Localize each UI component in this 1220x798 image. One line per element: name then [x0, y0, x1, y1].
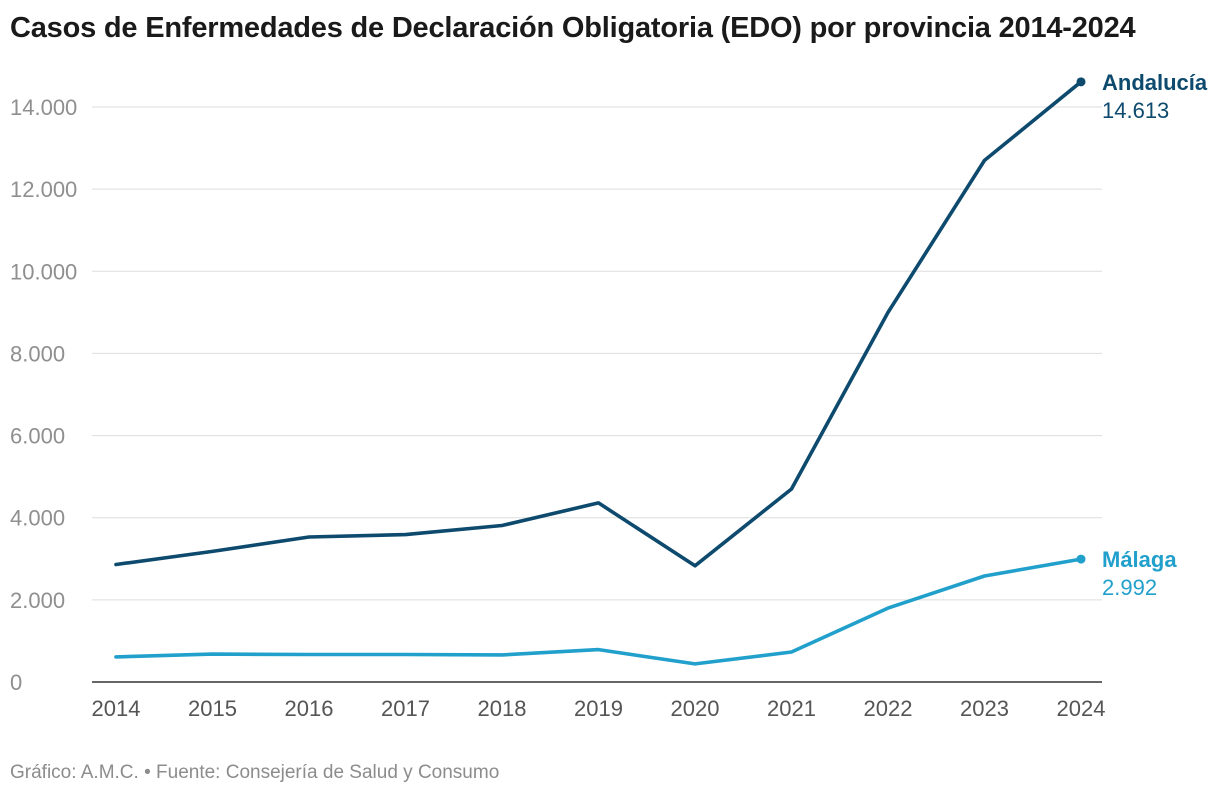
series-name-label-andalucia: Andalucía	[1102, 70, 1208, 95]
x-tick-label: 2024	[1057, 696, 1106, 721]
x-tick-label: 2014	[92, 696, 141, 721]
x-tick-label: 2023	[960, 696, 1009, 721]
y-axis-tick-labels: 0 2.000 4.000 6.000 8.000 10.000 12.000 14.000	[10, 95, 77, 695]
grid-lines	[92, 106, 1102, 683]
x-tick-label: 2020	[671, 696, 720, 721]
y-tick-label: 0	[10, 670, 22, 695]
x-tick-label: 2015	[188, 696, 237, 721]
series-value-label-andalucia: 14.613	[1102, 98, 1169, 123]
x-tick-label: 2017	[381, 696, 430, 721]
series-end-point-andalucia	[1076, 77, 1086, 87]
y-tick-label: 6.000	[10, 424, 65, 449]
x-axis-tick-labels: 2014 2015 2016 2017 2018 2019 2020 2021 2022 2023…	[92, 696, 1106, 721]
series-end-point-malaga	[1076, 554, 1086, 564]
x-tick-label: 2022	[864, 696, 913, 721]
x-tick-label: 2019	[574, 696, 623, 721]
y-tick-label: 10.000	[10, 259, 77, 284]
end-labels: Andalucía 14.613 Málaga 2.992	[1102, 70, 1208, 600]
series-value-label-malaga: 2.992	[1102, 575, 1157, 600]
y-tick-label: 2.000	[10, 588, 65, 613]
series-lines	[114, 77, 1086, 666]
chart-title: Casos de Enfermedades de Declaración Obl…	[10, 12, 1136, 44]
x-tick-label: 2016	[285, 696, 334, 721]
series-line-andalucia	[114, 80, 1083, 568]
series-name-label-malaga: Málaga	[1102, 547, 1177, 572]
y-tick-label: 4.000	[10, 506, 65, 531]
chart-footer: Gráfico: A.M.C. • Fuente: Consejería de …	[10, 762, 500, 783]
y-tick-label: 8.000	[10, 341, 65, 366]
x-tick-label: 2021	[767, 696, 816, 721]
x-tick-label: 2018	[478, 696, 527, 721]
series-line-malaga	[114, 557, 1083, 666]
y-tick-label: 14.000	[10, 95, 77, 120]
y-tick-label: 12.000	[10, 177, 77, 202]
